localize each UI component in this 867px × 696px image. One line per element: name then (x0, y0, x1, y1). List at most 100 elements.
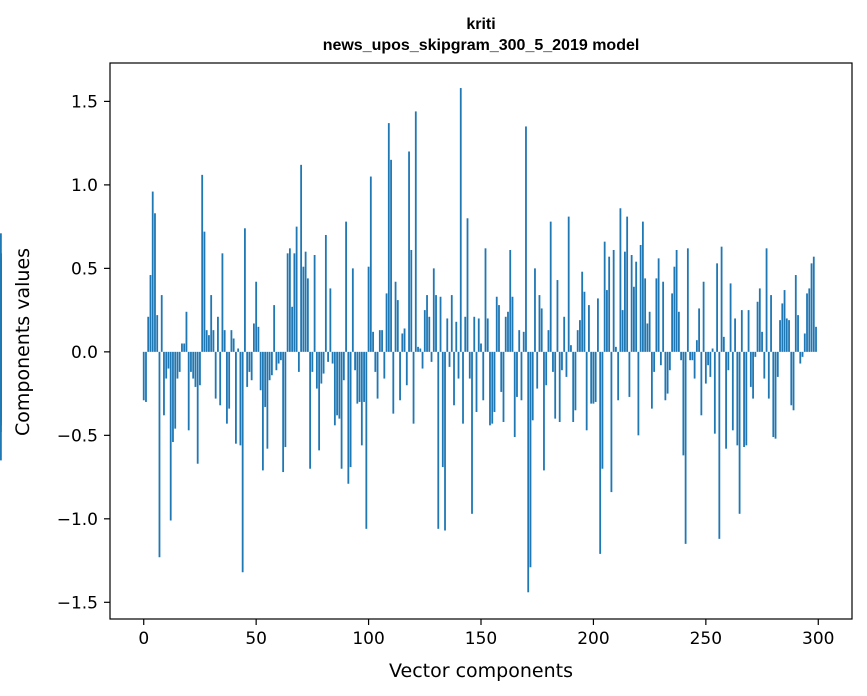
bar (158, 351, 161, 558)
bar (774, 351, 777, 439)
bar (381, 330, 383, 352)
bar (212, 330, 215, 352)
bar (199, 351, 201, 386)
bar (641, 221, 644, 352)
bar (291, 306, 294, 352)
bar (293, 253, 296, 352)
bar (646, 323, 649, 352)
bar (367, 266, 370, 352)
bar (340, 351, 343, 469)
bar (349, 351, 352, 468)
bar (691, 351, 694, 361)
bar (324, 234, 327, 352)
bar (624, 251, 626, 352)
bar (747, 310, 750, 352)
bar (599, 351, 602, 554)
bar (264, 351, 267, 407)
bar (756, 301, 759, 352)
bar (437, 351, 440, 529)
bar (480, 343, 482, 352)
bar (401, 333, 404, 352)
y-axis-label: Components values (12, 248, 34, 436)
bar (145, 351, 147, 402)
bar (592, 351, 595, 404)
bar (219, 351, 222, 406)
bar (221, 253, 224, 352)
bar (594, 351, 597, 402)
bar (214, 351, 217, 399)
bar (570, 345, 572, 352)
bar (698, 308, 700, 352)
bar (633, 286, 635, 352)
y-tick-label: 1.0 (71, 176, 98, 196)
bar (621, 310, 624, 352)
bar (250, 351, 253, 381)
bar (466, 218, 469, 352)
bar (351, 268, 354, 352)
bar (635, 261, 638, 352)
bar (331, 351, 334, 364)
bar (311, 351, 314, 372)
bar (183, 343, 186, 352)
bar (399, 351, 401, 401)
bar (441, 351, 444, 468)
bar (763, 351, 766, 379)
bar (345, 221, 347, 352)
bar (192, 351, 195, 379)
bar (686, 248, 689, 352)
bar (419, 348, 422, 352)
bar (558, 351, 561, 422)
bar (561, 351, 563, 371)
chart-title-line1: kriti (466, 16, 495, 33)
bar (549, 221, 552, 352)
bar (360, 351, 363, 446)
bar (210, 295, 213, 352)
x-tick-label: 150 (465, 629, 497, 649)
chart-title-line2: news_upos_skipgram_300_5_2019 model (323, 37, 640, 54)
bar (365, 351, 368, 529)
bar (187, 351, 190, 431)
bar (208, 335, 210, 352)
bar (253, 323, 255, 352)
x-tick-label: 200 (577, 629, 609, 649)
bar (241, 351, 244, 573)
bar (147, 316, 150, 352)
bar (295, 226, 298, 352)
bar (772, 351, 775, 437)
bar (615, 346, 617, 352)
bar (374, 351, 377, 372)
bar (142, 351, 145, 401)
bar (581, 271, 584, 352)
bar (0, 351, 2, 432)
bar (471, 351, 473, 514)
x-tick-label: 50 (245, 629, 267, 649)
bar (217, 316, 219, 352)
bar (172, 351, 174, 443)
bar (284, 351, 287, 448)
bar (309, 351, 312, 469)
bar (731, 351, 734, 431)
bar (304, 251, 307, 352)
bar (390, 159, 392, 352)
bar (808, 288, 811, 352)
bar (684, 351, 687, 544)
bar (761, 331, 763, 352)
bar (174, 351, 177, 429)
bar (736, 351, 739, 446)
bar (776, 351, 779, 377)
bar (704, 351, 707, 384)
bar (734, 318, 736, 352)
axes: 0 50 100 150 200 250 300 1.5 1.0 0.5 0.0 −0.5 −1.0 −1… (57, 62, 853, 649)
bar (502, 351, 505, 422)
bar (455, 321, 458, 352)
bar (653, 351, 656, 372)
bar (666, 351, 669, 394)
bar (783, 290, 786, 352)
bar (617, 351, 620, 401)
bar (477, 318, 480, 352)
bar (637, 351, 640, 436)
bar (342, 351, 345, 381)
bar (372, 331, 374, 352)
bar (749, 351, 752, 387)
bar (277, 351, 280, 364)
